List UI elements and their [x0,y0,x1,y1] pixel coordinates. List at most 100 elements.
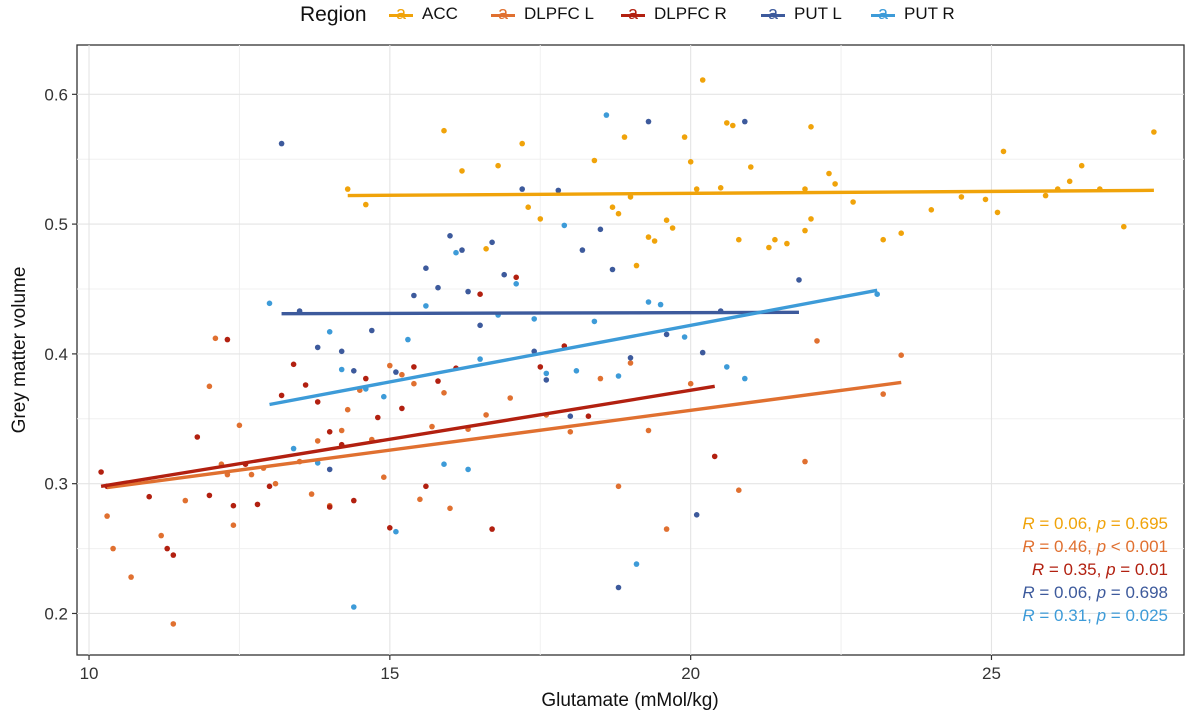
legend-key-glyph: a [497,3,508,23]
stat-label: R = 0.06, p = 0.695 [1022,514,1168,533]
data-point [531,348,537,355]
data-point [344,406,351,413]
minor-gridlines [77,45,1184,655]
fit-lines [100,188,1154,490]
legend: Region a ACC a DLPFC L a DLPFC R a PUT L a PUT R [0,0,1194,30]
data-point [711,453,718,460]
data-point [381,474,387,481]
data-point [591,318,598,325]
data-point [278,140,285,147]
data-point [519,186,525,192]
legend-label: ACC [422,4,458,23]
data-point [543,377,550,383]
data-point [411,380,417,387]
data-point [272,480,279,487]
data-point [850,199,856,205]
data-point [290,445,297,452]
data-point [429,423,435,430]
data-point [1066,178,1073,185]
data-point [645,427,652,434]
data-point [206,383,213,390]
data-point [477,322,483,329]
axis-ticks: 10 15 20 25 0.2 0.3 0.4 0.5 0.6 [44,85,1001,683]
data-point [699,77,706,83]
data-point [958,194,965,200]
data-point [326,466,333,473]
data-point [663,526,670,532]
data-point [724,364,730,370]
data-point [543,370,550,377]
data-point [591,157,598,164]
data-point [573,368,580,374]
data-point [615,210,622,217]
data-point [1078,162,1085,169]
legend-key-line [621,14,645,17]
data-point [609,266,616,273]
fit-line [106,380,902,490]
data-point [802,227,808,234]
data-point [411,364,417,370]
data-point [351,368,357,374]
data-point [1042,192,1049,199]
legend-key-line [761,14,785,17]
data-point [206,492,213,499]
data-point [224,336,231,343]
data-point [784,240,790,247]
stat-label: R = 0.31, p = 0.025 [1022,606,1168,625]
data-point [687,380,694,387]
data-point [483,412,489,418]
data-point [338,348,345,355]
data-point [627,355,634,361]
data-point [645,118,652,125]
data-point [808,124,814,130]
legend-label: DLPFC L [524,4,594,23]
data-point [435,284,441,291]
data-point [627,360,634,366]
data-point [687,159,694,165]
data-point [326,504,333,510]
data-point [615,584,622,591]
data-point [730,122,736,129]
legend-label: PUT L [794,4,842,23]
legend-key-glyph: a [877,3,888,23]
data-point [633,262,640,269]
data-point [898,230,904,236]
data-point [248,471,255,478]
data-point [645,234,652,240]
data-point [742,118,748,125]
data-point [736,487,742,494]
legend-key-line [491,14,515,17]
plot-panel [76,44,1185,656]
data-point [326,429,333,435]
fit-line [100,384,716,488]
fit-line [347,188,1154,198]
data-point [579,247,586,253]
data-point [477,291,483,298]
data-point [507,395,513,401]
data-point [802,186,808,192]
data-point [423,265,429,272]
data-point [495,162,501,169]
data-point [302,382,309,388]
data-point [615,373,622,379]
data-point [537,364,544,370]
data-point [531,316,537,322]
data-point [399,405,405,412]
data-point [501,271,508,278]
data-point [393,528,399,535]
data-point [603,112,610,118]
y-tick-label: 0.3 [44,475,68,494]
data-point [742,375,748,382]
data-point [724,120,730,126]
data-point [874,291,880,298]
fit-line [281,310,799,316]
data-point [278,392,285,399]
data-point [230,502,237,509]
data-point [104,513,110,519]
data-point [441,390,447,396]
data-point [447,505,453,512]
data-point [338,427,345,434]
legend-title: Region [300,3,367,26]
data-point [170,552,177,558]
